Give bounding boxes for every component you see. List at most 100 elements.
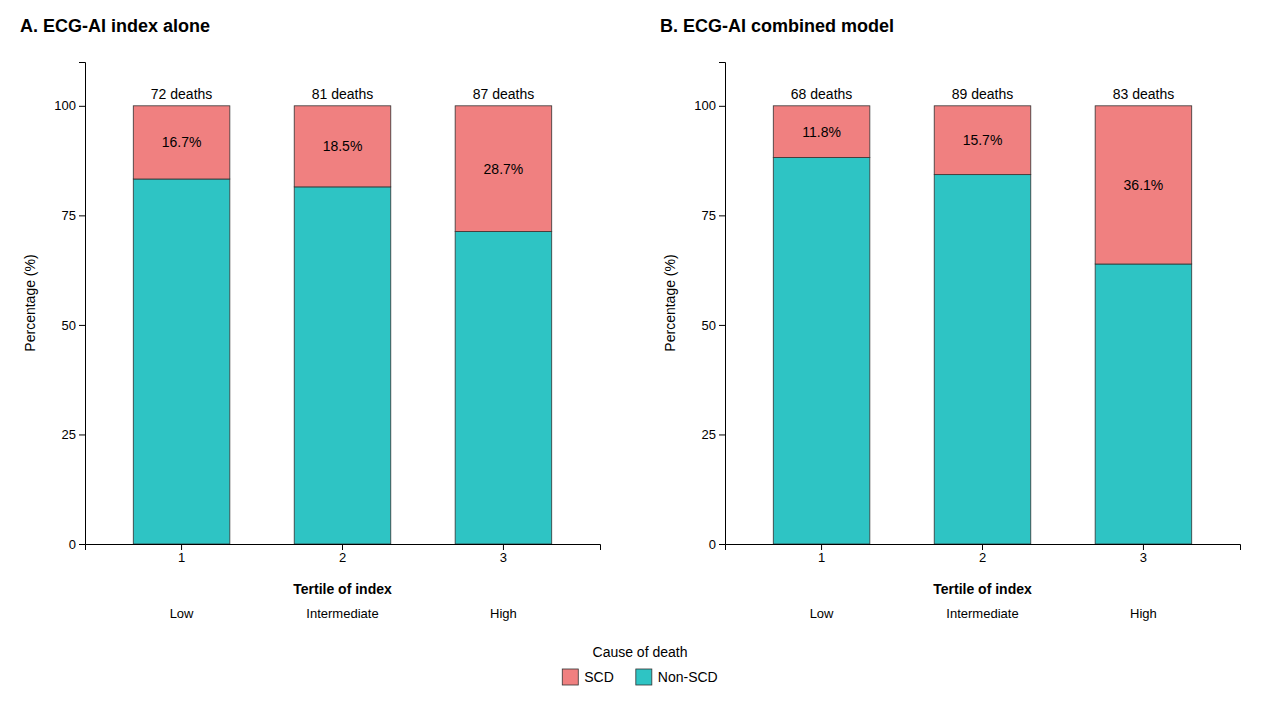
x-sublabel: Intermediate — [946, 606, 1018, 621]
x-axis: 123 — [86, 544, 601, 565]
y-axis: 0 25 50 75 100 — [694, 63, 725, 552]
bars — [133, 106, 551, 544]
bar — [934, 175, 1031, 544]
x-sublabel: High — [490, 606, 517, 621]
y-tick-label: 75 — [702, 208, 716, 223]
y-tick: 75 — [702, 208, 725, 223]
x-tick-label: 1 — [818, 550, 825, 565]
bars — [773, 106, 1191, 544]
series — [133, 179, 551, 544]
data-labels: 16.7%18.5%28.7% — [162, 134, 524, 176]
title: A. ECG-AI index alone — [20, 16, 210, 36]
annotation: 83 deaths — [1113, 86, 1175, 102]
y-tick-mark — [719, 434, 725, 435]
y-tick: 100 — [54, 98, 85, 113]
bar — [773, 158, 870, 544]
y-tick-mark — [79, 544, 85, 545]
annotation: 72 deaths — [151, 86, 213, 102]
title: B. ECG-AI combined model — [660, 16, 894, 36]
bar — [1095, 106, 1192, 264]
bar — [934, 106, 1031, 175]
panel: 16.7%18.5%28.7%72 deaths81 deaths87 deat… — [20, 16, 601, 621]
bar — [294, 106, 391, 187]
data-label: 15.7% — [963, 132, 1003, 148]
legend-swatch — [636, 669, 652, 685]
y-tick-label: 25 — [62, 427, 76, 442]
annotation: 87 deaths — [473, 86, 535, 102]
y-tick-label: 50 — [62, 318, 76, 333]
x-tick-mark — [821, 544, 822, 550]
legend-label: Non-SCD — [658, 669, 718, 685]
chart: 16.7%18.5%28.7%72 deaths81 deaths87 deat… — [0, 0, 1280, 719]
x-tick-mark — [982, 544, 983, 550]
y-tick-mark — [719, 544, 725, 545]
y-axis: 0 25 50 75 100 — [54, 63, 85, 552]
y-tick: 0 — [709, 537, 725, 552]
bar — [133, 106, 230, 179]
bar — [294, 187, 391, 544]
data-label: 11.8% — [802, 124, 841, 140]
bar — [1095, 264, 1192, 544]
y-tick-mark — [79, 325, 85, 326]
annotation: 81 deaths — [312, 86, 374, 102]
x-sublabel: Intermediate — [306, 606, 378, 621]
y-tick-mark — [719, 325, 725, 326]
x-axis-title: Tertile of index — [933, 581, 1032, 597]
annotations: 72 deaths 81 deaths 87 deaths — [151, 86, 534, 102]
x-tick-mark — [342, 544, 343, 550]
x-sublabel: Low — [170, 606, 194, 621]
y-tick-mark — [79, 215, 85, 216]
legend-item: SCD — [562, 669, 614, 685]
data-labels: 11.8% 15.7% 36.1% — [802, 124, 1163, 193]
x-tick: 3 — [500, 544, 507, 565]
bar — [455, 232, 552, 544]
y-tick: 0 — [69, 537, 85, 552]
annotation: 89 deaths — [952, 86, 1014, 102]
x-axis-line — [726, 545, 1241, 551]
y-tick: 50 — [62, 318, 85, 333]
y-axis-title: Percentage (%) — [662, 254, 678, 351]
y-tick-mark — [79, 106, 85, 107]
y-tick: 25 — [62, 427, 85, 442]
x-sublabel: High — [1130, 606, 1157, 621]
legend-title: Cause of death — [593, 644, 688, 660]
y-axis-line — [79, 63, 86, 545]
series — [773, 106, 1191, 264]
x-axis-line — [86, 545, 601, 551]
annotation: 68 deaths — [791, 86, 853, 102]
y-tick-label: 75 — [62, 208, 76, 223]
y-axis-line — [719, 63, 726, 545]
x-tick: 3 — [1140, 544, 1147, 565]
annotations: 68 deaths 89 deaths 83 deaths — [791, 86, 1174, 102]
bar — [133, 179, 230, 544]
data-label: 16.7% — [162, 134, 202, 150]
y-tick-label: 100 — [694, 98, 716, 113]
y-tick: 75 — [62, 208, 85, 223]
y-tick-label: 50 — [702, 318, 716, 333]
data-label: 18.5% — [323, 138, 363, 154]
x-tick-label: 2 — [979, 550, 986, 565]
y-tick-label: 100 — [54, 98, 76, 113]
x-tick-mark — [503, 544, 504, 550]
x-tick-label: 3 — [500, 550, 507, 565]
x-tick-label: 1 — [178, 550, 185, 565]
data-label: 36.1% — [1124, 177, 1164, 193]
x-tick-label: 3 — [1140, 550, 1147, 565]
legend: Cause of death SCD Non-SCD — [562, 644, 717, 685]
bar — [773, 106, 870, 158]
y-tick-label: 0 — [709, 537, 716, 552]
y-tick: 25 — [702, 427, 725, 442]
panel: 11.8% 15.7% 36.1% 68 deaths 89 deaths 83 deat… — [660, 16, 1241, 621]
legend-label: SCD — [584, 669, 614, 685]
x-sublabel: Low — [810, 606, 834, 621]
x-tick: 2 — [979, 544, 986, 565]
bar — [455, 106, 552, 232]
x-tick-mark — [181, 544, 182, 550]
y-tick-label: 25 — [702, 427, 716, 442]
x-axis: 1 2 3 — [726, 544, 1241, 565]
y-tick: 50 — [702, 318, 725, 333]
y-tick-label: 0 — [69, 537, 76, 552]
x-tick-mark — [1143, 544, 1144, 550]
y-axis-title: Percentage (%) — [22, 254, 38, 351]
y-tick-mark — [79, 434, 85, 435]
